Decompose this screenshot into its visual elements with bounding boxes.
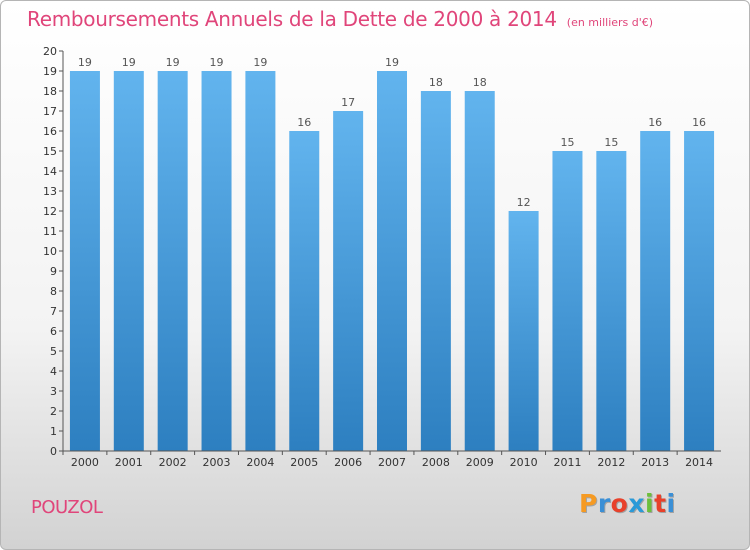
proxiti-logo: Proxiti [579, 489, 676, 518]
y-tick-label-1: 1 [50, 425, 57, 438]
logo-letter: r [597, 489, 611, 518]
data-label-2010: 12 [517, 196, 531, 209]
bar-2005 [289, 131, 320, 451]
logo-letter: i [645, 489, 655, 518]
x-tick-label-2003: 2003 [203, 456, 231, 469]
y-tick-label-9: 9 [50, 265, 57, 278]
y-tick-label-7: 7 [50, 305, 57, 318]
x-tick-label-2009: 2009 [466, 456, 494, 469]
y-tick-label-12: 12 [43, 205, 57, 218]
y-tick-label-2: 2 [50, 405, 57, 418]
x-tick-label-2012: 2012 [597, 456, 625, 469]
bar-2006 [333, 111, 364, 451]
chart-title-text: Remboursements Annuels de la Dette de 20… [27, 7, 557, 31]
data-label-2014: 16 [692, 116, 706, 129]
data-label-2009: 18 [473, 76, 487, 89]
chart-title: Remboursements Annuels de la Dette de 20… [27, 7, 653, 31]
data-label-2005: 16 [297, 116, 311, 129]
x-tick-label-2013: 2013 [641, 456, 669, 469]
logo-letter: P [579, 489, 598, 518]
x-tick-label-2007: 2007 [378, 456, 406, 469]
y-tick-label-20: 20 [43, 45, 57, 58]
bar-2002 [157, 71, 188, 451]
y-tick-label-3: 3 [50, 385, 57, 398]
bar-2014 [684, 131, 715, 451]
y-tick-label-0: 0 [50, 445, 57, 458]
x-tick-label-2001: 2001 [115, 456, 143, 469]
bar-2013 [640, 131, 671, 451]
bar-2000 [69, 71, 100, 451]
data-label-2002: 19 [166, 56, 180, 69]
x-tick-label-2002: 2002 [159, 456, 187, 469]
y-tick-label-4: 4 [50, 365, 57, 378]
bar-2004 [245, 71, 276, 451]
x-tick-label-2014: 2014 [685, 456, 713, 469]
bar-2011 [552, 151, 583, 451]
bars: 19 19 19 19 19 16 17 19 18 18 12 15 15 16 16 [69, 56, 715, 451]
data-label-2008: 18 [429, 76, 443, 89]
logo-letter: t [654, 489, 667, 518]
x-tick-label-2008: 2008 [422, 456, 450, 469]
x-tick-label-2000: 2000 [71, 456, 99, 469]
data-label-2007: 19 [385, 56, 399, 69]
x-tick-label-2010: 2010 [510, 456, 538, 469]
y-tick-label-6: 6 [50, 325, 57, 338]
logo-letter: x [628, 489, 645, 518]
y-tick-label-5: 5 [50, 345, 57, 358]
data-label-2013: 16 [648, 116, 662, 129]
y-tick-label-17: 17 [43, 105, 57, 118]
y-tick-label-16: 16 [43, 125, 57, 138]
bar-2007 [377, 71, 407, 451]
x-tick-label-2005: 2005 [290, 456, 318, 469]
axes: 2000 2001 2002 2003 2004 2005 2006 2007 2008 2009… [43, 45, 721, 469]
data-label-2001: 19 [122, 56, 136, 69]
data-label-2004: 19 [253, 56, 267, 69]
x-tick-label-2006: 2006 [334, 456, 362, 469]
bar-2009 [464, 91, 495, 451]
bar-2008 [420, 91, 451, 451]
bar-2010 [508, 211, 539, 451]
y-tick-label-10: 10 [43, 245, 57, 258]
logo-letter: i [666, 489, 676, 518]
y-tick-label-15: 15 [43, 145, 57, 158]
data-label-2011: 15 [560, 136, 574, 149]
unit-note: (en milliers d'€) [566, 16, 654, 29]
data-label-2000: 19 [78, 56, 92, 69]
bar-2001 [113, 71, 144, 451]
y-tick-label-11: 11 [43, 225, 57, 238]
y-tick-label-18: 18 [43, 85, 57, 98]
y-tick-label-13: 13 [43, 185, 57, 198]
y-tick-label-14: 14 [43, 165, 57, 178]
bar-2003 [201, 71, 232, 451]
data-label-2003: 19 [210, 56, 224, 69]
data-label-2006: 17 [341, 96, 355, 109]
bar-2012 [596, 151, 627, 451]
data-label-2012: 15 [604, 136, 618, 149]
y-tick-label-19: 19 [43, 65, 57, 78]
logo-letter: o [610, 489, 629, 518]
x-tick-label-2011: 2011 [553, 456, 581, 469]
x-tick-label-2004: 2004 [246, 456, 274, 469]
y-tick-label-8: 8 [50, 285, 57, 298]
place-name: POUZOL [31, 497, 103, 518]
